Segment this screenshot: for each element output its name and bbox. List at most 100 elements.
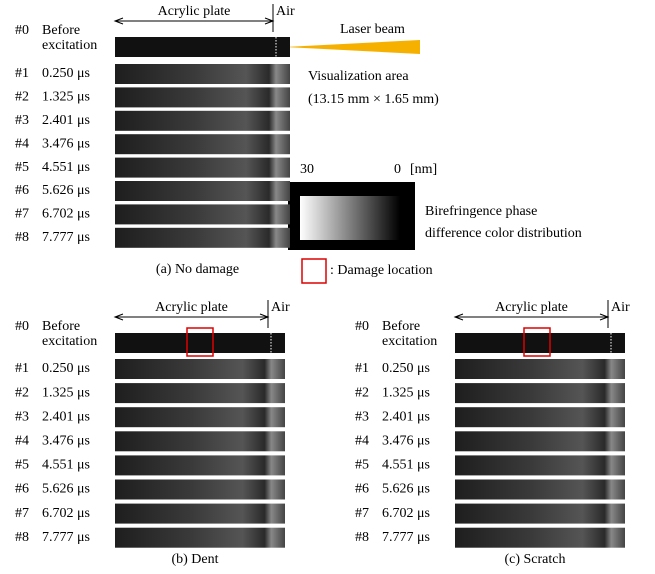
image-strip (455, 480, 625, 500)
image-strip (115, 37, 290, 57)
image-strip (115, 111, 290, 131)
damage-legend: : Damage location (330, 263, 433, 278)
row-label: 2.401 μs (42, 113, 90, 128)
row-label: 0.250 μs (42, 66, 90, 81)
image-strip (115, 87, 290, 107)
row-label: 5.626 μs (42, 183, 90, 198)
row-label: excitation (42, 334, 97, 349)
row-id: #1 (355, 361, 369, 376)
row-id: #3 (355, 409, 369, 424)
row-id: #4 (355, 434, 369, 449)
image-strip (455, 504, 625, 524)
image-strip (455, 528, 625, 548)
image-strip (455, 383, 625, 403)
row-id: #7 (355, 506, 369, 521)
row-id: #0 (15, 319, 29, 334)
colormap-label: Birefringence phase (425, 204, 537, 219)
row-label: excitation (42, 38, 97, 53)
row-id: #3 (15, 409, 29, 424)
image-strip (455, 431, 625, 451)
row-label: 0.250 μs (382, 361, 430, 376)
image-strip (455, 333, 625, 353)
caption: (a) No damage (156, 262, 239, 277)
row-id: #1 (15, 66, 29, 81)
plate-label: Acrylic plate (158, 4, 231, 19)
row-label: 4.551 μs (42, 160, 90, 175)
air-label: Air (611, 300, 630, 315)
row-label: 5.626 μs (382, 482, 430, 497)
caption: (b) Dent (171, 552, 218, 567)
row-id: #5 (355, 458, 369, 473)
image-strip (115, 528, 285, 548)
area-size: (13.15 mm × 1.65 mm) (308, 92, 439, 107)
scale-unit: [nm] (410, 162, 437, 177)
row-id: #8 (15, 530, 29, 545)
row-id: #5 (15, 458, 29, 473)
image-strip (455, 359, 625, 379)
row-label: 6.702 μs (42, 207, 90, 222)
row-label: 1.325 μs (42, 90, 90, 105)
image-strip (115, 359, 285, 379)
image-strip (115, 455, 285, 475)
laser-beam (285, 40, 420, 54)
row-label: Before (42, 23, 80, 38)
row-label: 3.476 μs (42, 434, 90, 449)
image-strip (115, 181, 290, 201)
image-strip (115, 228, 290, 248)
row-label: 1.325 μs (42, 385, 90, 400)
area-label: Visualization area (308, 69, 409, 84)
row-label: 5.626 μs (42, 482, 90, 497)
scale-min: 0 (394, 162, 401, 177)
row-id: #4 (15, 434, 29, 449)
row-label: Before (382, 319, 420, 334)
row-label: 1.325 μs (382, 385, 430, 400)
image-strip (115, 383, 285, 403)
row-id: #2 (355, 385, 369, 400)
row-label: 4.551 μs (382, 458, 430, 473)
row-id: #6 (355, 482, 369, 497)
row-id: #2 (15, 385, 29, 400)
row-id: #0 (15, 23, 29, 38)
row-label: excitation (382, 334, 437, 349)
row-label: 2.401 μs (42, 409, 90, 424)
row-id: #8 (15, 230, 29, 245)
figure: Laser beam Visualization area (13.15 mm … (0, 0, 655, 574)
row-label: 0.250 μs (42, 361, 90, 376)
row-label: 2.401 μs (382, 409, 430, 424)
caption: (c) Scratch (504, 552, 565, 567)
image-strip (115, 134, 290, 154)
image-strip (115, 333, 285, 353)
row-label: 6.702 μs (42, 506, 90, 521)
row-label: Before (42, 319, 80, 334)
image-strip (455, 455, 625, 475)
row-id: #5 (15, 160, 29, 175)
scale-max: 30 (300, 162, 314, 177)
row-label: 6.702 μs (382, 506, 430, 521)
row-id: #7 (15, 506, 29, 521)
row-id: #6 (15, 183, 29, 198)
image-strip (115, 204, 290, 224)
plate-label: Acrylic plate (495, 300, 568, 315)
row-id: #7 (15, 207, 29, 222)
image-strip (115, 64, 290, 84)
row-label: 7.777 μs (42, 530, 90, 545)
row-label: 7.777 μs (42, 230, 90, 245)
image-strip (115, 504, 285, 524)
image-strip (115, 407, 285, 427)
image-strip (115, 480, 285, 500)
air-label: Air (276, 4, 295, 19)
image-strip (115, 158, 290, 178)
plate-label: Acrylic plate (155, 300, 228, 315)
row-label: 4.551 μs (42, 458, 90, 473)
colorbar (300, 196, 400, 240)
image-strip (115, 431, 285, 451)
row-id: #3 (15, 113, 29, 128)
image-strip (455, 407, 625, 427)
row-id: #6 (15, 482, 29, 497)
row-id: #2 (15, 90, 29, 105)
row-label: 7.777 μs (382, 530, 430, 545)
laser-label: Laser beam (340, 22, 405, 37)
air-label: Air (271, 300, 290, 315)
damage-legend-box (302, 259, 326, 283)
row-id: #1 (15, 361, 29, 376)
